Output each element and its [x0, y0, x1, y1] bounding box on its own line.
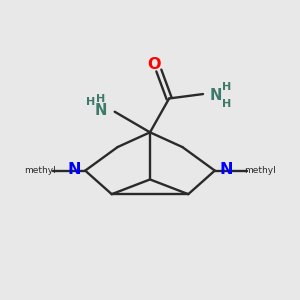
Text: N: N — [209, 88, 222, 103]
Text: N: N — [219, 162, 233, 177]
Text: O: O — [148, 57, 161, 72]
Text: H: H — [222, 99, 231, 109]
Text: methyl: methyl — [244, 166, 275, 175]
Text: N: N — [67, 162, 81, 177]
Text: H: H — [96, 94, 105, 104]
Text: H: H — [222, 82, 231, 92]
Text: H: H — [85, 97, 95, 107]
Text: methyl: methyl — [25, 166, 56, 175]
Text: N: N — [94, 103, 107, 118]
